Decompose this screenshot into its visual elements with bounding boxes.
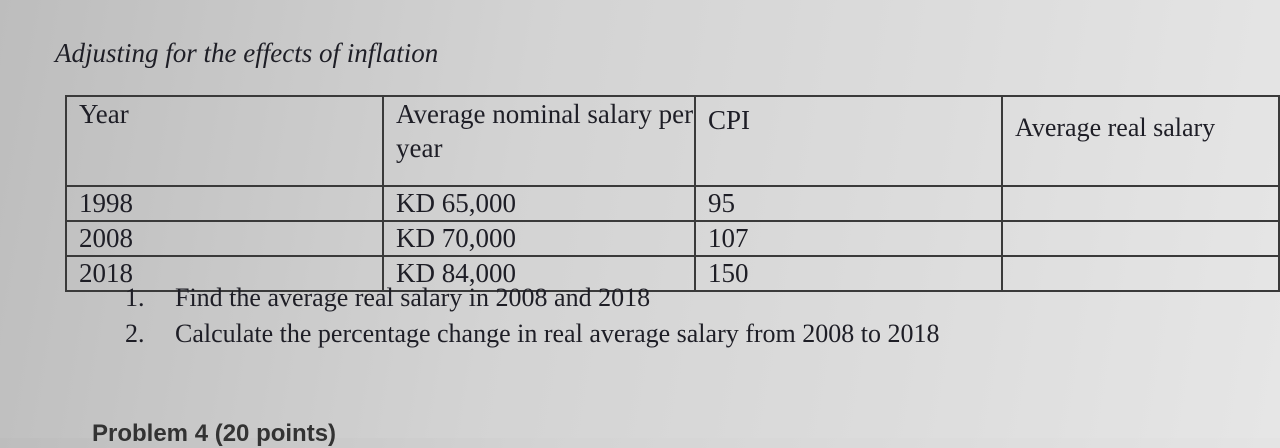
cell: KD 65,000 [382,185,696,222]
question-number: 2. [125,319,145,348]
cell: 107 [694,220,1003,257]
header-row: Year Average nominal salary per year CPI… [65,95,1280,187]
cell: KD 84,000 [382,255,696,292]
question-text: Find the average real salary in 2008 and… [175,283,651,312]
header-cell: Average real salary [1001,95,1280,187]
empty-cell [1001,220,1280,257]
question-number: 1. [125,283,145,312]
question: 2. Calculate the percentage change in rea… [120,316,940,352]
empty-cell [1001,255,1280,292]
row: 1998 KD 65,000 95 [65,185,1280,222]
question-text: Calculate the percentage change in real … [175,319,940,348]
cell: KD 70,000 [382,220,696,257]
cell: 2018 [65,255,384,292]
cell: 150 [694,255,1003,292]
header-cell: Year [65,95,384,187]
question-list: 1. Find the average real salary in 2008 a… [120,280,940,352]
table: Year Average nominal salary per year CPI… [65,95,1280,292]
cell: 2008 [65,220,384,257]
question: 1. Find the average real salary in 2008 a… [120,280,940,316]
next-heading: Problem 4 (20 points) [92,420,337,447]
header-cell: Average nominal salary per year [382,95,696,187]
title: Adjusting for the effects of inflation [55,38,439,68]
row: 2008 KD 70,000 107 [65,220,1280,257]
cell: 1998 [65,185,384,222]
row: 2018 KD 84,000 150 [65,255,1280,292]
cell: 95 [694,185,1003,222]
header-cell: CPI [694,95,1003,187]
empty-cell [1001,185,1280,222]
